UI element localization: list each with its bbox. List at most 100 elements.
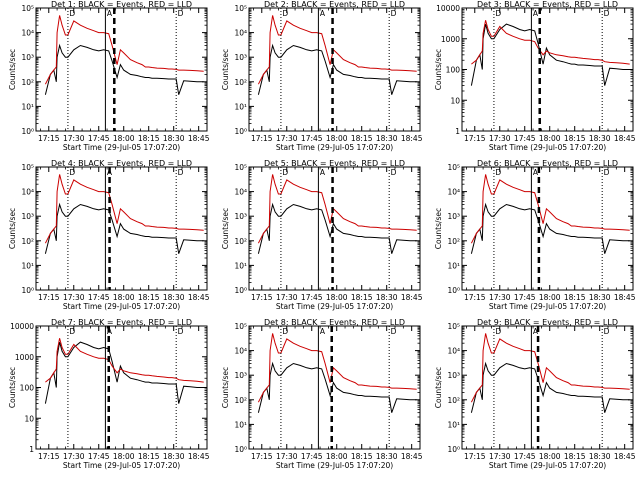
y-tick-label: 10² (21, 78, 34, 87)
x-tick-label: 18:30 (163, 134, 185, 143)
y-tick-label: 10² (234, 237, 247, 246)
panel-title: Det 8: BLACK = Events, RED = LLD (264, 318, 405, 327)
x-axis-label: Start Time (29-Jul-05 17:07:20) (276, 461, 393, 470)
y-tick-label: 10⁵ (447, 163, 460, 172)
y-tick-label: 10⁴ (234, 29, 247, 38)
time-marker-label: D (69, 168, 75, 177)
plot-frame (461, 325, 634, 450)
y-tick-label: 10⁰ (21, 286, 34, 295)
time-marker-label: A (533, 9, 539, 18)
y-tick-label: 10⁰ (234, 445, 247, 454)
y-tick-label: 10² (447, 237, 460, 246)
time-marker-label: D (604, 9, 610, 18)
x-tick-label: 17:30 (63, 452, 85, 461)
y-tick-label: 10⁵ (21, 4, 34, 13)
x-axis-label: Start Time (29-Jul-05 17:07:20) (276, 302, 393, 311)
y-axis-label: Counts/sec (8, 49, 17, 90)
series-lld (44, 15, 204, 85)
plot-frame (248, 166, 421, 291)
plot-frame (461, 166, 634, 291)
panel-title: Det 5: BLACK = Events, RED = LLD (264, 159, 405, 168)
y-tick-label: 10¹ (234, 102, 247, 111)
y-tick-label: 1000 (15, 353, 34, 362)
y-tick-label: 10⁴ (21, 29, 34, 38)
y-tick-label: 10¹ (234, 420, 247, 429)
x-tick-label: 18:45 (401, 452, 423, 461)
plot-frame (248, 325, 421, 450)
time-marker-label: D (604, 327, 610, 336)
time-marker-label: A (320, 168, 326, 177)
series-lld (470, 333, 630, 403)
series-events (44, 341, 204, 404)
x-tick-label: 17:45 (88, 134, 110, 143)
y-tick-label: 10⁰ (234, 286, 247, 295)
series-events (44, 202, 204, 254)
x-tick-label: 18:30 (376, 293, 398, 302)
y-tick-label: 10¹ (447, 261, 460, 270)
y-axis-label: Counts/sec (221, 208, 230, 249)
series-lld (257, 333, 417, 403)
y-tick-label: 10⁰ (234, 127, 247, 136)
time-marker-label: A (320, 327, 326, 336)
x-tick-label: 18:15 (351, 452, 373, 461)
time-marker-label: D (282, 168, 288, 177)
y-tick-label: 10³ (447, 371, 460, 380)
y-tick-label: 10¹ (21, 102, 34, 111)
x-tick-label: 18:45 (188, 134, 210, 143)
y-tick-label: 10000 (436, 4, 460, 13)
x-tick-label: 18:00 (326, 134, 348, 143)
x-axis-label: Start Time (29-Jul-05 17:07:20) (489, 302, 606, 311)
x-tick-label: 18:15 (564, 134, 586, 143)
x-tick-label: 17:30 (276, 293, 298, 302)
y-axis-label: Counts/sec (8, 208, 17, 249)
y-tick-label: 10⁴ (447, 188, 460, 197)
series-lld (257, 15, 417, 85)
x-tick-label: 18:45 (614, 293, 636, 302)
detector-panel-3: 1 10 100 1000 10000 17:15 17:30 17:45 18:00 18:15… (434, 0, 636, 152)
y-axis-label: Counts/sec (434, 208, 443, 249)
x-tick-label: 17:45 (301, 293, 323, 302)
panel-title: Det 2: BLACK = Events, RED = LLD (264, 0, 405, 9)
x-tick-label: 18:15 (564, 452, 586, 461)
x-tick-label: 18:00 (539, 452, 561, 461)
panel-title: Det 9: BLACK = Events, RED = LLD (477, 318, 618, 327)
x-tick-label: 17:15 (38, 452, 60, 461)
y-tick-label: 1000 (441, 35, 460, 44)
x-tick-label: 17:15 (38, 293, 60, 302)
x-tick-label: 18:00 (326, 452, 348, 461)
y-tick-label: 10⁵ (234, 322, 247, 331)
time-marker-label: D (178, 9, 184, 18)
plot-frame (248, 7, 421, 132)
y-tick-label: 10¹ (21, 261, 34, 270)
time-marker-label: D (282, 327, 288, 336)
x-tick-label: 18:30 (376, 134, 398, 143)
y-axis-label: Counts/sec (434, 367, 443, 408)
y-tick-label: 10³ (234, 53, 247, 62)
x-tick-label: 18:00 (539, 293, 561, 302)
y-axis-label: Counts/sec (221, 49, 230, 90)
series-events (470, 23, 630, 86)
x-tick-label: 17:45 (514, 134, 536, 143)
time-marker-label: D (69, 327, 75, 336)
y-tick-label: 1 (29, 445, 34, 454)
y-tick-label: 10⁰ (447, 286, 460, 295)
time-marker-label: D (391, 168, 397, 177)
y-axis-label: Counts/sec (221, 367, 230, 408)
plot-frame (35, 7, 208, 132)
plot-frame (35, 166, 208, 291)
y-tick-label: 10² (234, 396, 247, 405)
time-marker-label: D (495, 9, 501, 18)
y-tick-label: 10⁴ (234, 188, 247, 197)
time-marker-label: D (178, 168, 184, 177)
time-marker-label: A (320, 9, 326, 18)
series-events (44, 43, 204, 95)
x-tick-label: 18:45 (614, 134, 636, 143)
x-tick-label: 18:15 (351, 293, 373, 302)
